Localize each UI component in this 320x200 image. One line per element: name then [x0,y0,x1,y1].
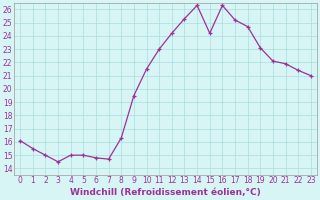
X-axis label: Windchill (Refroidissement éolien,°C): Windchill (Refroidissement éolien,°C) [70,188,261,197]
